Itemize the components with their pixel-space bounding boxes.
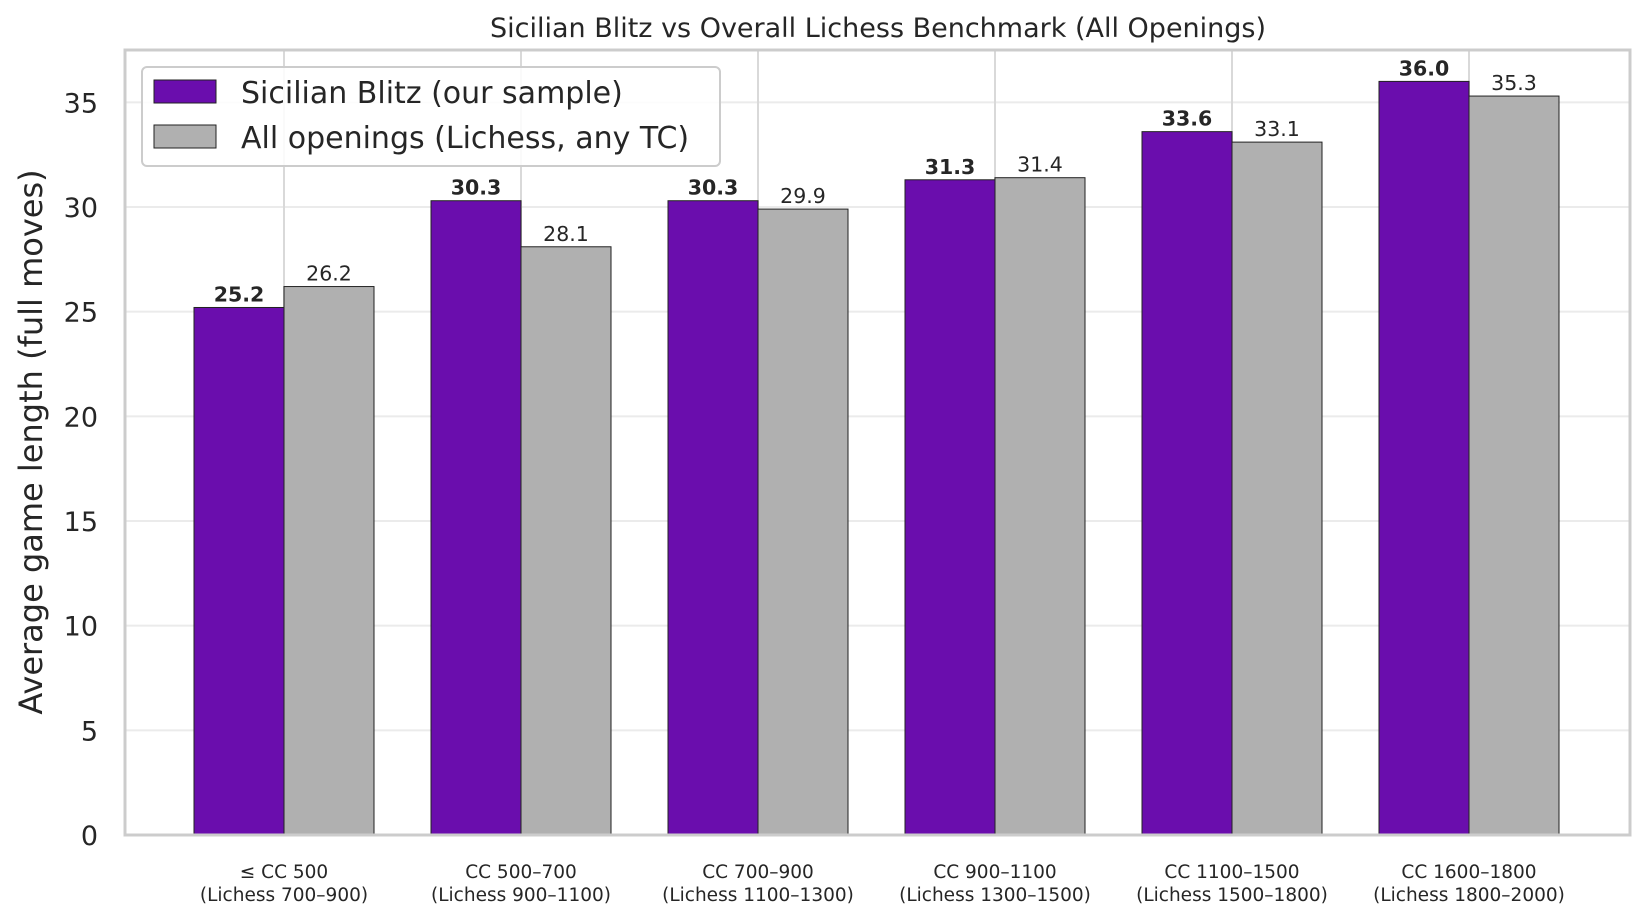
bar-series-2 [1231, 141, 1323, 836]
y-tick-label: 30 [64, 193, 98, 224]
data-label-series-2: 29.9 [780, 184, 826, 208]
legend: Sicilian Blitz (our sample) All openings … [141, 66, 721, 167]
y-tick-label: 5 [81, 716, 98, 747]
x-axis-ticks: ≤ CC 500 (Lichess 700–900) CC 500–700 (Lich… [200, 862, 1565, 906]
data-label-series-1: 36.0 [1399, 56, 1450, 80]
data-label-series-1: 33.6 [1162, 107, 1213, 131]
bars [193, 80, 1560, 836]
x-tick-label: ≤ CC 500 (Lichess 700–900) [200, 862, 368, 906]
x-tick-label: CC 1100–1500 (Lichess 1500–1800) [1136, 862, 1328, 906]
x-tick-label: CC 700–900 (Lichess 1100–1300) [662, 862, 854, 906]
bar-series-1 [667, 200, 759, 836]
bar-series-2 [283, 286, 375, 836]
legend-swatch-series-1 [153, 79, 217, 104]
x-tick-label: CC 500–700 (Lichess 900–1100) [431, 862, 611, 906]
bar-series-1 [193, 306, 285, 836]
chart-title: Sicilian Blitz vs Overall Lichess Benchm… [490, 13, 1266, 44]
bar-series-1 [1141, 131, 1233, 836]
y-axis-label: Average game length (full moves) [12, 169, 50, 714]
y-tick-label: 0 [81, 821, 98, 852]
legend-label-series-2: All openings (Lichess, any TC) [241, 121, 689, 156]
x-tick-label: CC 900–1100 (Lichess 1300–1500) [899, 862, 1091, 906]
bar-series-2 [1468, 95, 1560, 836]
legend-box [141, 66, 721, 167]
data-label-series-1: 30.3 [688, 176, 739, 200]
y-tick-label: 15 [64, 507, 98, 538]
y-axis-ticks: 0 5 10 15 20 25 30 35 [64, 88, 98, 852]
y-tick-label: 10 [64, 612, 98, 643]
data-label-series-1: 31.3 [925, 155, 976, 179]
plot-frame [123, 48, 1632, 837]
legend-swatch-series-2 [153, 124, 217, 149]
legend-label-series-1: Sicilian Blitz (our sample) [241, 76, 623, 111]
data-label-series-2: 28.1 [543, 222, 589, 246]
x-tick-label: CC 1600–1800 (Lichess 1800–2000) [1373, 862, 1565, 906]
data-label-series-2: 35.3 [1491, 71, 1537, 95]
data-label-series-2: 33.1 [1254, 117, 1300, 141]
data-label-series-2: 26.2 [306, 262, 352, 286]
data-label-series-1: 30.3 [451, 176, 502, 200]
data-labels: 25.2 30.3 30.3 31.3 33.6 36.0 26.2 28.1 29.9 31.4… [214, 56, 1537, 306]
bar-series-1 [430, 200, 522, 836]
y-tick-label: 25 [64, 298, 98, 329]
bar-series-1 [1378, 80, 1470, 836]
data-label-series-1: 25.2 [214, 282, 265, 306]
bar-series-1 [904, 179, 996, 836]
bar-series-2 [520, 246, 612, 836]
y-tick-label: 35 [64, 88, 98, 119]
y-tick-label: 20 [64, 402, 98, 433]
bar-series-2 [757, 208, 849, 836]
data-label-series-2: 31.4 [1017, 153, 1063, 177]
bar-series-2 [994, 177, 1086, 836]
